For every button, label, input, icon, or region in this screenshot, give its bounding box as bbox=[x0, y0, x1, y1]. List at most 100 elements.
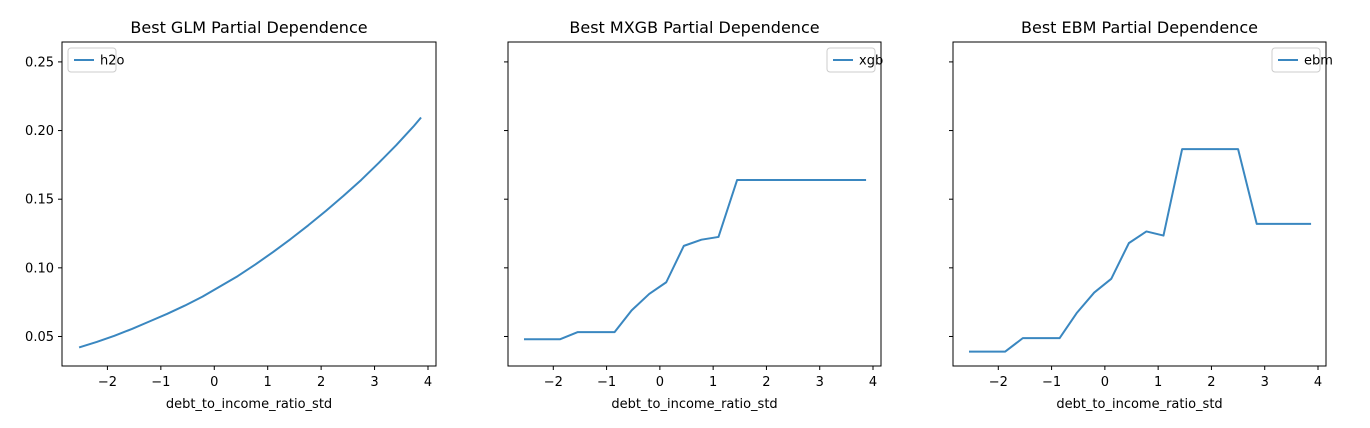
legend: xgb bbox=[826, 47, 883, 73]
y-tick-label: 0.20 bbox=[25, 124, 54, 139]
x-tick-label: 4 bbox=[424, 375, 432, 390]
data-point bbox=[736, 179, 738, 181]
x-tick-label: 2 bbox=[762, 375, 770, 390]
x-tick-label: 3 bbox=[1261, 375, 1269, 390]
x-tick-label: 1 bbox=[709, 375, 717, 390]
data-point bbox=[395, 144, 397, 146]
y-tick-label: 0.10 bbox=[25, 261, 54, 276]
data-point bbox=[343, 195, 345, 197]
data-point bbox=[1004, 351, 1006, 353]
plot-lines bbox=[968, 148, 1312, 353]
data-point bbox=[1181, 148, 1183, 150]
x-tick-label: 4 bbox=[1314, 375, 1322, 390]
x-tick-label: −2 bbox=[98, 375, 117, 390]
data-point bbox=[96, 341, 98, 343]
axis-ticks: −2 −1 0 1 2 3 4 bbox=[949, 61, 1322, 390]
data-point bbox=[614, 331, 616, 333]
data-point bbox=[1162, 235, 1164, 237]
axis-ticks: −2 −1 0 1 2 3 4 bbox=[504, 61, 877, 390]
y-tick-label: 0.25 bbox=[25, 55, 54, 70]
legend: ebm bbox=[1271, 47, 1333, 73]
data-point bbox=[272, 251, 274, 253]
data-point bbox=[631, 309, 633, 311]
axes-frame bbox=[507, 41, 882, 367]
data-point bbox=[665, 281, 667, 283]
plot-lines bbox=[78, 116, 422, 349]
legend-label: xgb bbox=[859, 54, 883, 69]
x-tick-label: −1 bbox=[1042, 375, 1061, 390]
chart-panel-ebm: Best EBM Partial Dependence debt_to_inco… bbox=[949, 18, 1333, 412]
x-tick-label: 2 bbox=[317, 375, 325, 390]
plot-lines bbox=[523, 178, 867, 341]
legend-label: h2o bbox=[100, 54, 125, 69]
axis-ticks: −2 −1 0 1 2 3 4 0.05 0.10 0.15 0.20 0.25 bbox=[25, 55, 432, 390]
chart-title: Best MXGB Partial Dependence bbox=[569, 18, 819, 37]
chart-panel-mxgb: Best MXGB Partial Dependence debt_to_inc… bbox=[504, 18, 883, 412]
x-tick-label: −1 bbox=[597, 375, 616, 390]
x-axis-label: debt_to_income_ratio_std bbox=[166, 397, 332, 412]
chart-panel-glm: Best GLM Partial Dependence debt_to_inco… bbox=[25, 18, 437, 412]
data-point bbox=[1022, 337, 1024, 339]
data-point bbox=[968, 351, 970, 353]
data-point bbox=[219, 285, 221, 287]
x-tick-label: 3 bbox=[816, 375, 824, 390]
chart-title: Best GLM Partial Dependence bbox=[130, 18, 367, 37]
data-point bbox=[1076, 312, 1078, 314]
data-point bbox=[378, 162, 380, 164]
x-tick-label: 1 bbox=[1154, 375, 1162, 390]
data-point bbox=[559, 338, 561, 340]
y-tick-label: 0.15 bbox=[25, 193, 54, 208]
data-point bbox=[700, 239, 702, 241]
data-point bbox=[1237, 148, 1239, 150]
data-point bbox=[78, 346, 80, 348]
y-tick-label: 0.05 bbox=[25, 330, 54, 345]
axes-frame bbox=[61, 41, 437, 367]
axes-frame bbox=[952, 41, 1327, 367]
data-point bbox=[1059, 337, 1061, 339]
data-point bbox=[113, 335, 115, 337]
x-tick-label: 0 bbox=[210, 375, 218, 390]
legend-label: ebm bbox=[1304, 54, 1333, 69]
data-point bbox=[683, 245, 685, 247]
series-line-h2o bbox=[78, 116, 422, 349]
data-point bbox=[237, 275, 239, 277]
data-point bbox=[1256, 223, 1258, 225]
x-tick-label: 0 bbox=[1101, 375, 1109, 390]
data-point bbox=[149, 320, 151, 322]
x-axis-label: debt_to_income_ratio_std bbox=[611, 397, 777, 412]
data-point bbox=[865, 179, 867, 181]
data-point bbox=[420, 117, 422, 119]
data-point bbox=[166, 313, 168, 315]
data-point bbox=[1145, 230, 1147, 232]
x-tick-label: 1 bbox=[264, 375, 272, 390]
x-tick-label: 3 bbox=[370, 375, 378, 390]
data-point bbox=[131, 328, 133, 330]
x-axis-label: debt_to_income_ratio_std bbox=[1056, 397, 1222, 412]
data-point bbox=[290, 238, 292, 240]
data-point bbox=[1128, 242, 1130, 244]
series-line-xgb bbox=[523, 178, 867, 341]
data-point bbox=[325, 210, 327, 212]
x-tick-label: 0 bbox=[656, 375, 664, 390]
data-point bbox=[254, 263, 256, 265]
legend: h2o bbox=[67, 47, 125, 73]
data-point bbox=[184, 305, 186, 307]
data-point bbox=[523, 338, 525, 340]
data-point bbox=[792, 179, 794, 181]
data-point bbox=[1110, 278, 1112, 280]
data-point bbox=[1093, 292, 1095, 294]
series-line-ebm bbox=[968, 148, 1312, 353]
x-tick-label: −2 bbox=[989, 375, 1008, 390]
data-point bbox=[360, 179, 362, 181]
data-point bbox=[717, 236, 719, 238]
data-point bbox=[648, 293, 650, 295]
data-point bbox=[202, 296, 204, 298]
x-tick-label: 2 bbox=[1207, 375, 1215, 390]
data-point bbox=[1310, 223, 1312, 225]
data-point bbox=[577, 331, 579, 333]
data-point bbox=[413, 125, 415, 127]
chart-title: Best EBM Partial Dependence bbox=[1021, 18, 1258, 37]
x-tick-label: 4 bbox=[869, 375, 877, 390]
data-point bbox=[307, 224, 309, 226]
